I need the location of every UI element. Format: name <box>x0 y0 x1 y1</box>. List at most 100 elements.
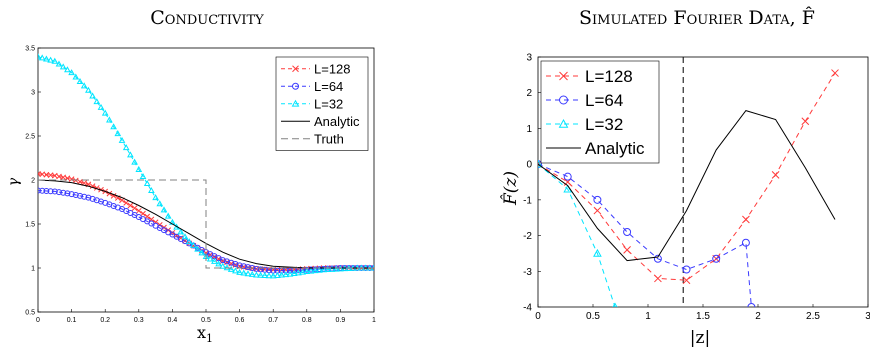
conductivity-point <box>303 267 311 275</box>
conductivity-point <box>47 56 54 63</box>
conductivity-point <box>240 269 248 276</box>
conductivity-title: Conductivity <box>150 7 264 29</box>
conductivity-point <box>244 270 252 277</box>
fourier-point <box>563 172 572 181</box>
conductivity-point <box>77 178 83 185</box>
fourier-ytick-label: -1 <box>523 195 532 206</box>
conductivity-point <box>312 266 319 273</box>
fourier-xtick-label: 2 <box>755 311 761 322</box>
fourier-ytick-label: 1 <box>526 124 532 135</box>
conductivity-xtick-label: 0 <box>36 317 40 324</box>
conductivity-point <box>77 192 83 199</box>
conductivity-point <box>253 271 260 278</box>
conductivity-xlabel-sub: 1 <box>206 332 213 345</box>
conductivity-ylabel: γ <box>6 177 22 186</box>
conductivity-point <box>156 200 164 207</box>
fourier-point <box>593 195 602 204</box>
conductivity-ytick-label: 2.5 <box>25 133 35 140</box>
conductivity-point <box>38 53 42 60</box>
fourier-xtick-label: 1 <box>645 311 651 322</box>
conductivity-point <box>227 265 235 272</box>
conductivity-series-line-truth <box>38 179 374 269</box>
conductivity-ytick-label: 2 <box>31 177 35 184</box>
conductivity-point <box>295 269 302 276</box>
fourier-ylabel: F̂(z) <box>501 171 521 206</box>
fourier-legend-label: Analytic <box>585 139 645 158</box>
fourier-legend-label: L=128 <box>585 67 633 86</box>
conductivity-point <box>47 188 54 195</box>
fourier-point <box>682 265 691 274</box>
fourier-ticks: 0 0.5 1 1.5 2 2.5 3 -4 -3 -2 -1 0 1 2 3 <box>523 53 870 323</box>
conductivity-legend-label: Truth <box>314 131 344 146</box>
conductivity-point <box>110 123 117 130</box>
conductivity-ticks: 0 0.1 0.2 0.3 0.4 0.5 0.6 0.7 0.8 0.9 1 0.5 1 1.5 2 2.5… <box>25 45 376 324</box>
conductivity-point <box>290 269 298 276</box>
conductivity-point <box>106 116 113 123</box>
conductivity-point <box>164 212 172 219</box>
fourier-series-line-analytic <box>538 110 836 262</box>
conductivity-point <box>194 245 201 252</box>
fourier-legend: L=128 L=64 L=32 Analytic <box>540 60 660 164</box>
fourier-ytick-label: 0 <box>526 160 532 171</box>
fourier-point <box>801 117 810 126</box>
conductivity-point <box>248 270 256 277</box>
conductivity-xtick-label: 0.9 <box>336 317 346 324</box>
fourier-point <box>593 206 602 215</box>
conductivity-point <box>148 187 155 194</box>
fourier-series-clip-group <box>538 69 839 307</box>
fourier-xtick-label: 0.5 <box>586 311 600 322</box>
fourier-legend-box <box>540 60 660 164</box>
conductivity-point <box>60 189 67 196</box>
conductivity-point <box>274 271 281 278</box>
conductivity-point <box>219 262 227 269</box>
conductivity-point <box>114 130 122 137</box>
conductivity-point <box>324 266 332 273</box>
conductivity-point <box>122 144 130 151</box>
fourier-ytick-label: 2 <box>526 88 532 99</box>
fourier-ytick-label: -2 <box>523 231 532 242</box>
conductivity-point <box>190 241 197 248</box>
conductivity-series <box>38 53 374 279</box>
fourier-point <box>623 228 632 236</box>
conductivity-point <box>307 267 315 274</box>
fourier-point <box>682 276 691 285</box>
conductivity-legend-marker <box>291 99 300 107</box>
conductivity-ytick-label: 3.5 <box>25 45 35 52</box>
conductivity-point <box>152 194 159 201</box>
conductivity-xtick-label: 0.5 <box>201 317 211 324</box>
fourier-point <box>623 246 631 254</box>
conductivity-point <box>282 271 290 278</box>
fourier-point <box>593 248 602 257</box>
conductivity-point <box>257 271 264 278</box>
fourier-point <box>612 302 618 307</box>
conductivity-point <box>68 69 75 76</box>
conductivity-xlabel: x1 <box>197 323 213 345</box>
conductivity-point <box>80 82 88 89</box>
fourier-point <box>654 274 662 283</box>
conductivity-point <box>236 268 243 275</box>
fourier-panel: Simulated Fourier Data, F̂ F̂(z) |z| 0 0.… <box>501 7 870 348</box>
fourier-ytick-label: -4 <box>523 303 532 314</box>
conductivity-point <box>101 109 109 116</box>
conductivity-legend-label: L=128 <box>314 61 351 76</box>
fourier-point <box>831 69 839 77</box>
conductivity-point <box>198 249 206 256</box>
conductivity-point <box>93 98 101 105</box>
conductivity-xtick-label: 0.2 <box>100 317 110 324</box>
conductivity-point <box>311 267 319 274</box>
conductivity-xtick-label: 0.8 <box>302 317 312 324</box>
conductivity-point <box>253 265 260 272</box>
conductivity-point <box>68 191 75 198</box>
conductivity-point <box>59 63 67 70</box>
conductivity-point <box>64 190 71 197</box>
conductivity-xtick-label: 1 <box>372 317 376 324</box>
fourier-point <box>741 238 750 247</box>
conductivity-point <box>51 172 58 179</box>
conductivity-point <box>232 267 239 274</box>
conductivity-point <box>127 202 134 209</box>
fourier-xtick-label: 3 <box>865 311 870 322</box>
conductivity-point <box>143 179 151 187</box>
fourier-point <box>712 254 721 263</box>
conductivity-point <box>81 193 88 200</box>
